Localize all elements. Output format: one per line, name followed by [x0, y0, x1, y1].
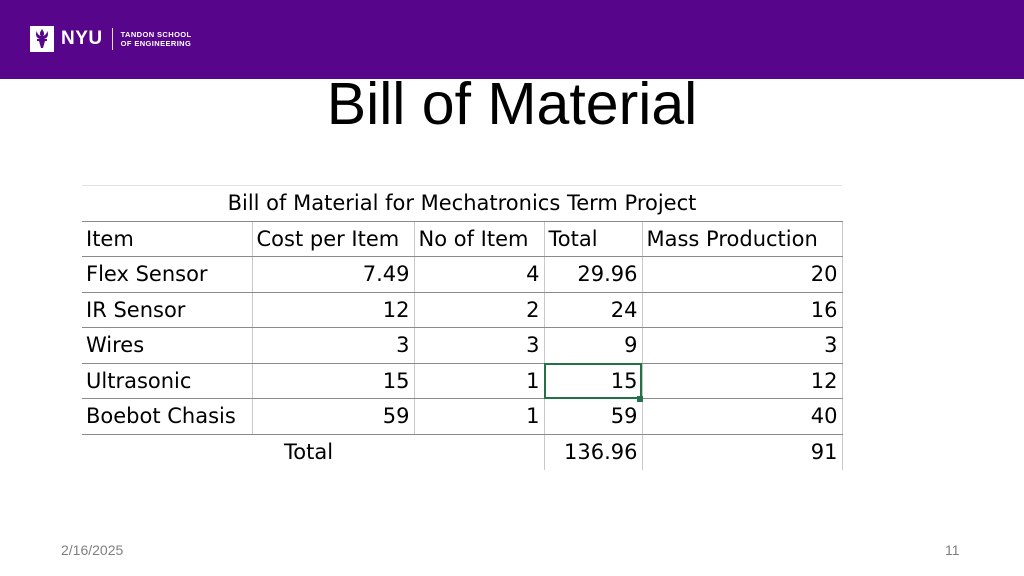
logo-subtitle-line1: TANDON SCHOOL: [120, 30, 192, 39]
total-cell[interactable]: 59: [544, 398, 643, 435]
cost-cell[interactable]: 7.49: [252, 256, 415, 293]
item-cell[interactable]: Flex Sensor: [82, 256, 253, 293]
mass-production-cell[interactable]: 3: [642, 327, 843, 364]
logo-word: NYU: [61, 28, 103, 49]
qty-cell[interactable]: 1: [414, 398, 545, 435]
table-row: Boebot Chasis 59 1 59 40: [82, 398, 843, 435]
logo-subtitle-line2: OF ENGINEERING: [120, 39, 192, 48]
mass-production-cell[interactable]: 12: [642, 363, 843, 399]
qty-cell[interactable]: 3: [414, 327, 545, 364]
totals-row: Total 136.96 91: [82, 434, 843, 470]
footer-date: 2/16/2025: [61, 542, 124, 558]
grand-total-cell[interactable]: 136.96: [544, 434, 643, 470]
selected-total-cell[interactable]: 15: [544, 363, 643, 399]
header-cell[interactable]: Total: [544, 221, 643, 257]
item-cell[interactable]: Ultrasonic: [82, 363, 253, 399]
total-cell[interactable]: 24: [544, 292, 643, 328]
table-row: Flex Sensor 7.49 4 29.96 20: [82, 256, 843, 293]
qty-cell[interactable]: 2: [414, 292, 545, 328]
qty-cell[interactable]: 4: [414, 256, 545, 293]
mass-production-cell[interactable]: 40: [642, 398, 843, 435]
table-caption[interactable]: Bill of Material for Mechatronics Term P…: [82, 185, 842, 222]
mass-production-cell[interactable]: 20: [642, 256, 843, 293]
header-bar: NYU TANDON SCHOOL OF ENGINEERING: [0, 0, 1024, 79]
item-cell[interactable]: Boebot Chasis: [82, 398, 253, 435]
cost-cell[interactable]: 59: [252, 398, 415, 435]
header-cell[interactable]: No of Item: [414, 221, 545, 257]
item-cell[interactable]: Wires: [82, 327, 253, 364]
item-cell[interactable]: IR Sensor: [82, 292, 253, 328]
table-header-row: Item Cost per Item No of Item Total Mass…: [82, 221, 843, 257]
slide-title: Bill of Material: [326, 71, 698, 137]
logo-subtitle: TANDON SCHOOL OF ENGINEERING: [121, 30, 192, 48]
header-cell[interactable]: Cost per Item: [252, 221, 415, 257]
fill-handle[interactable]: [637, 396, 643, 402]
nyu-tandon-logo: NYU TANDON SCHOOL OF ENGINEERING: [30, 26, 192, 52]
torch-icon: [30, 26, 54, 52]
cost-cell[interactable]: 15: [252, 363, 415, 399]
table-caption-row: Bill of Material for Mechatronics Term P…: [82, 185, 842, 222]
table-row: Ultrasonic 15 1 15 12: [82, 363, 843, 399]
table-row: Wires 3 3 9 3: [82, 327, 843, 364]
mass-production-cell[interactable]: 16: [642, 292, 843, 328]
mass-production-total-cell[interactable]: 91: [642, 434, 843, 470]
cost-cell[interactable]: 12: [252, 292, 415, 328]
total-cell[interactable]: 9: [544, 327, 643, 364]
header-cell[interactable]: Mass Production: [642, 221, 843, 257]
totals-label[interactable]: Total: [252, 434, 545, 470]
qty-cell[interactable]: 1: [414, 363, 545, 399]
empty-cell[interactable]: [82, 434, 252, 470]
logo-divider: [111, 28, 113, 50]
table-row: IR Sensor 12 2 24 16: [82, 292, 843, 328]
cost-cell[interactable]: 3: [252, 327, 415, 364]
total-cell[interactable]: 29.96: [544, 256, 643, 293]
header-cell[interactable]: Item: [82, 221, 253, 257]
bill-of-material-table: Bill of Material for Mechatronics Term P…: [82, 185, 843, 470]
page-number: 11: [945, 542, 960, 558]
